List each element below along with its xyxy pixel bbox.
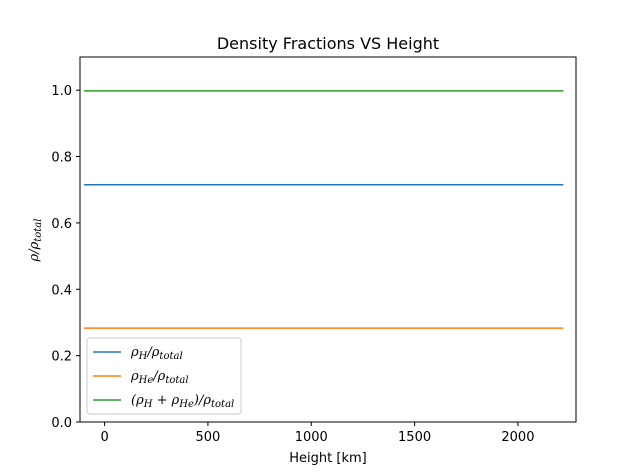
x-axis: 0 500 1000 1500 2000 — [100, 422, 534, 445]
legend-box — [86, 337, 242, 415]
x-tick-label: 500 — [196, 430, 221, 445]
y-axis-label: ρ/ρtotal — [27, 219, 44, 263]
series-layer — [83, 90, 564, 329]
y-tick-label: 0.6 — [51, 217, 72, 232]
y-tick-label: 0.4 — [51, 283, 72, 298]
y-tick-label: 1.0 — [51, 84, 72, 99]
x-tick-label: 1000 — [295, 430, 328, 445]
y-tick-label: 0.8 — [51, 151, 72, 166]
legend-label-rho-sum: (ρH + ρHe)/ρtotal — [131, 393, 234, 410]
y-tick-label: 0.2 — [51, 350, 72, 365]
x-tick-label: 2000 — [501, 430, 534, 445]
x-tick-label: 1500 — [398, 430, 431, 445]
plot-frame — [79, 56, 577, 423]
x-axis-label: Height [km] — [289, 451, 366, 466]
legend: ρH/ρtotal ρHe/ρtotal (ρH + ρHe)/ρtotal — [86, 337, 242, 415]
x-tick-label: 0 — [100, 430, 108, 445]
y-tick-label: 0.0 — [51, 416, 72, 431]
chart-title: Density Fractions VS Height — [217, 34, 439, 53]
y-axis: 0.0 0.2 0.4 0.6 0.8 1.0 — [51, 84, 80, 431]
